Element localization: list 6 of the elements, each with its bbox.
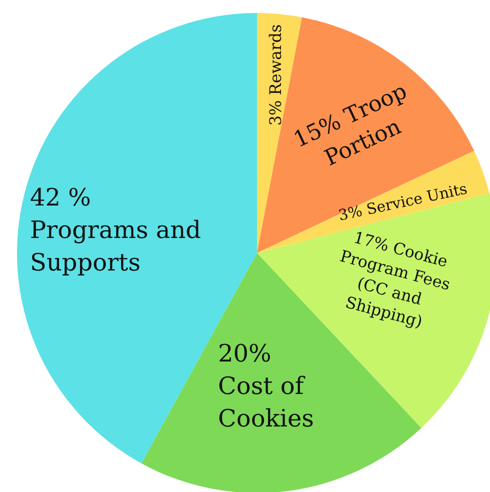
data-label: 42 %	[30, 184, 91, 212]
slice-label: 3% Rewards	[266, 24, 286, 126]
data-label: 20%	[218, 340, 272, 368]
slice-label: Cost of Cookies	[218, 372, 314, 433]
slice-label: Programs and Supports	[30, 216, 202, 277]
slice-label: 3% Service Units	[336, 179, 469, 224]
